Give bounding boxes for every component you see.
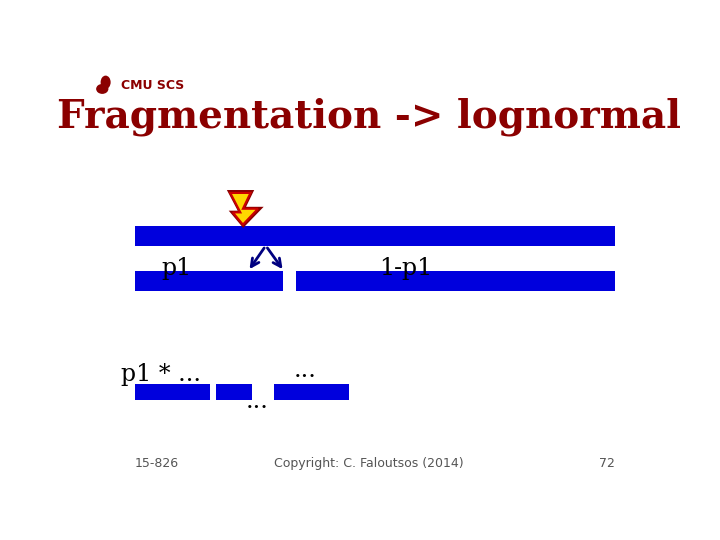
Bar [135,272,282,292]
Bar [135,384,210,400]
Text: ...: ... [293,359,316,382]
Bar [297,272,615,292]
Bar [274,384,349,400]
Ellipse shape [96,84,109,94]
Text: p1 * ...: p1 * ... [121,363,201,386]
Text: Copyright: C. Faloutsos (2014): Copyright: C. Faloutsos (2014) [274,457,464,470]
Ellipse shape [101,76,111,89]
Text: CMU SCS: CMU SCS [121,79,184,92]
Text: 1-p1: 1-p1 [379,257,432,280]
Polygon shape [230,193,258,225]
Bar [135,226,615,246]
Text: ...: ... [246,390,269,413]
Text: p1: p1 [161,257,192,280]
Text: 72: 72 [598,457,615,470]
Bar [215,384,252,400]
Text: Fragmentation -> lognormal: Fragmentation -> lognormal [57,98,681,136]
Text: 15-826: 15-826 [135,457,179,470]
